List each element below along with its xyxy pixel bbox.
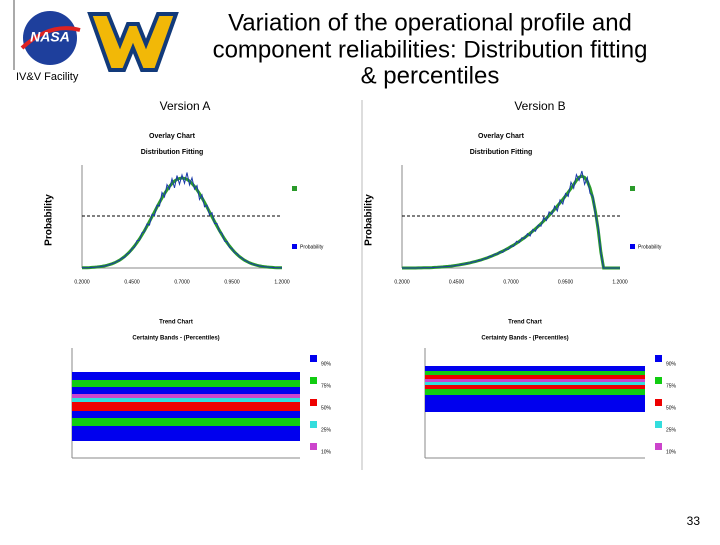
fit-curve: [402, 174, 620, 270]
chart-subtitle: Certainty Bands - (Percentiles): [132, 336, 219, 342]
histogram-curve: [82, 172, 282, 269]
legend-label: 90%: [321, 361, 332, 367]
facility: IV&V Facility: [16, 71, 79, 83]
band: [72, 418, 300, 426]
page-number: 33: [687, 514, 701, 528]
x-tick-label: 0.7000: [174, 279, 190, 285]
x-tick-label: 1.2000: [274, 279, 290, 285]
legend-label: Probability: [300, 244, 324, 250]
band: [425, 371, 645, 375]
legend-label: 25%: [321, 427, 332, 433]
legend-swatch: [655, 443, 662, 450]
chart-title: Trend Chart: [508, 320, 542, 326]
band: [425, 366, 645, 371]
legend-label: 90%: [666, 361, 677, 367]
legend-label: 75%: [666, 383, 677, 389]
legend-swatch: [655, 377, 662, 384]
band: [425, 385, 645, 389]
legend-swatch: [310, 421, 317, 428]
x-tick-label: 0.2000: [394, 279, 410, 285]
legend-label: 50%: [666, 405, 677, 411]
band: [425, 382, 645, 385]
chart-title: Overlay Chart: [149, 133, 196, 140]
legend-label: 50%: [321, 405, 332, 411]
legend-swatch: [310, 443, 317, 450]
fit-curve: [82, 176, 282, 270]
x-tick-label: 0.2000: [74, 279, 90, 285]
legend-label: 75%: [321, 383, 332, 389]
y-label: Probability: [364, 194, 375, 246]
wv-logo: [87, 12, 179, 72]
logo-text: NASA: [30, 29, 70, 45]
chart-subtitle: Distribution Fitting: [470, 149, 533, 156]
band: [72, 398, 300, 402]
legend-swatch: [655, 399, 662, 406]
band: [72, 402, 300, 411]
legend-swatch: [310, 399, 317, 406]
band: [425, 389, 645, 395]
x-tick-label: 0.7000: [503, 279, 519, 285]
chart-title: Trend Chart: [159, 320, 193, 326]
title: component reliabilities: Distribution fi…: [213, 36, 648, 63]
chart-subtitle: Distribution Fitting: [141, 149, 204, 156]
nasa-logo: [23, 11, 77, 65]
band: [72, 380, 300, 387]
x-tick-label: 0.4500: [124, 279, 140, 285]
x-tick-label: 1.2000: [612, 279, 628, 285]
band: [425, 395, 645, 412]
legend-label: 10%: [666, 449, 677, 455]
legend-label: 10%: [321, 449, 332, 455]
legend-swatch: [310, 355, 317, 362]
legend-label: 25%: [666, 427, 677, 433]
legend-swatch: [655, 355, 662, 362]
version-label: Version B: [514, 99, 565, 113]
legend-label: Probability: [638, 244, 662, 250]
x-tick-label: 0.4500: [449, 279, 465, 285]
nasa-swoosh: [20, 26, 81, 50]
histogram-curve: [402, 170, 620, 269]
band: [72, 387, 300, 394]
band: [72, 394, 300, 398]
x-tick-label: 0.9500: [558, 279, 574, 285]
x-tick-label: 0.9500: [224, 279, 240, 285]
y-label: Probability: [44, 194, 55, 246]
band: [72, 411, 300, 418]
legend-swatch: [655, 421, 662, 428]
version-label: Version A: [160, 99, 211, 113]
legend-swatch: [292, 244, 297, 249]
band: [72, 426, 300, 441]
legend-swatch: [630, 186, 635, 191]
band: [72, 372, 300, 380]
band: [425, 375, 645, 379]
legend-swatch: [292, 186, 297, 191]
chart-subtitle: Certainty Bands - (Percentiles): [481, 336, 568, 342]
legend-swatch: [630, 244, 635, 249]
title: & percentiles: [361, 62, 500, 89]
band: [425, 379, 645, 382]
title: Variation of the operational profile and: [228, 9, 632, 36]
legend-swatch: [310, 377, 317, 384]
chart-title: Overlay Chart: [478, 133, 525, 140]
